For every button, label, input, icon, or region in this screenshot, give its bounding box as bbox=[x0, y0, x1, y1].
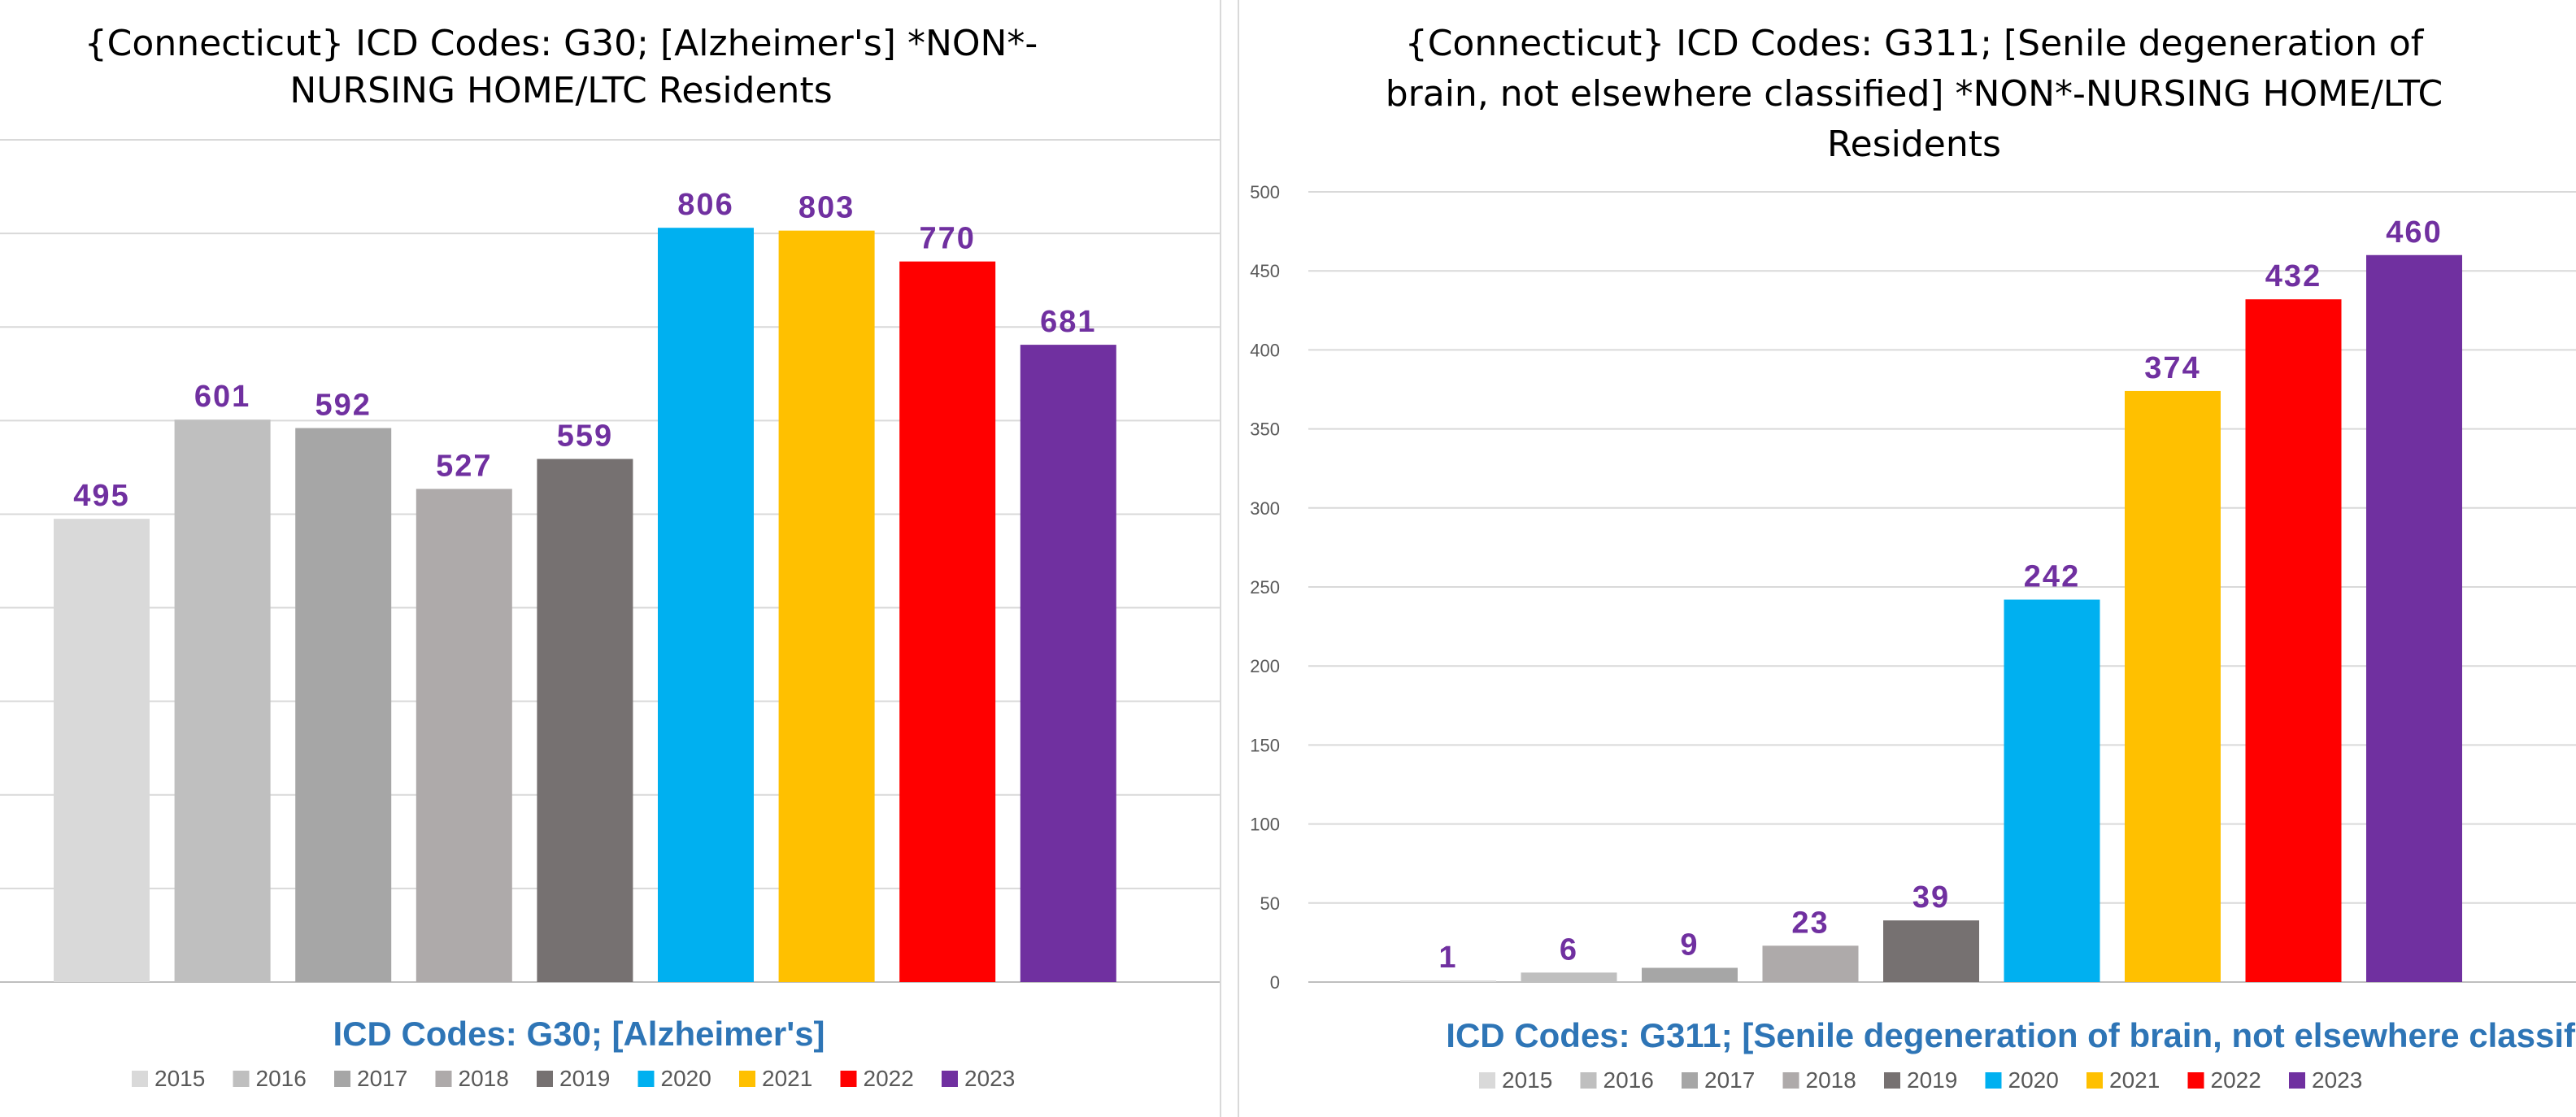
legend-swatch-2018 bbox=[1782, 1072, 1799, 1089]
legend-label-2022: 2022 bbox=[864, 1066, 914, 1091]
legend-label-2021: 2021 bbox=[762, 1066, 812, 1091]
bar-2023 bbox=[1020, 345, 1116, 982]
bar-2022 bbox=[2245, 299, 2342, 982]
legend-swatch-2019 bbox=[1884, 1072, 1900, 1089]
senile-degeneration-bar-chart: {Connecticut} ICD Codes: G311; [Senile d… bbox=[1250, 23, 2576, 1093]
legend-label-2020: 2020 bbox=[661, 1066, 711, 1091]
legend-label-2017: 2017 bbox=[357, 1066, 407, 1091]
legend-label-2016: 2016 bbox=[256, 1066, 307, 1091]
legend-label-2015: 2015 bbox=[154, 1066, 205, 1091]
legend-swatch-2015 bbox=[1479, 1072, 1495, 1089]
legend-label-2021: 2021 bbox=[2109, 1067, 2160, 1093]
legend-swatch-2021 bbox=[2086, 1072, 2103, 1089]
left-chart-panel: {Connecticut} ICD Codes: G30; [Alzheimer… bbox=[0, 0, 1221, 1117]
y-tick-label: 500 bbox=[1250, 182, 1280, 202]
x-axis-title: ICD Codes: G30; [Alzheimer's] bbox=[333, 1015, 825, 1053]
y-tick-label: 50 bbox=[1260, 893, 1280, 914]
legend-label-2016: 2016 bbox=[1603, 1067, 1654, 1093]
bar-2015 bbox=[1400, 980, 1496, 982]
legend-swatch-2016 bbox=[233, 1071, 250, 1087]
bar-2018 bbox=[416, 489, 512, 982]
alzheimers-bar-chart: {Connecticut} ICD Codes: G30; [Alzheimer… bbox=[0, 23, 1220, 1091]
y-tick-label: 300 bbox=[1250, 498, 1280, 519]
data-label-2019: 559 bbox=[557, 419, 613, 454]
panel-gap bbox=[1221, 0, 1238, 1117]
legend-swatch-2023 bbox=[942, 1071, 958, 1087]
chart-title-line: {Connecticut} ICD Codes: G30; [Alzheimer… bbox=[85, 23, 1038, 64]
bar-2022 bbox=[899, 261, 996, 983]
chart-title-line: {Connecticut} ICD Codes: G311; [Senile d… bbox=[1405, 23, 2425, 64]
data-label-2022: 770 bbox=[919, 222, 975, 256]
legend-swatch-2019 bbox=[537, 1071, 553, 1087]
legend-swatch-2016 bbox=[1580, 1072, 1597, 1089]
bar-2020 bbox=[658, 228, 754, 982]
legend-label-2018: 2018 bbox=[1806, 1067, 1856, 1093]
bar-2019 bbox=[537, 459, 633, 982]
y-tick-label: 250 bbox=[1250, 577, 1280, 598]
bar-2020 bbox=[2004, 599, 2100, 982]
legend-swatch-2018 bbox=[435, 1071, 452, 1087]
legend-label-2023: 2023 bbox=[964, 1066, 1015, 1091]
data-label-2015: 1 bbox=[1438, 941, 1457, 975]
legend-swatch-2020 bbox=[637, 1071, 655, 1087]
bar-2021 bbox=[778, 230, 875, 982]
bar-2017 bbox=[1642, 967, 1738, 982]
data-label-2016: 601 bbox=[194, 380, 250, 414]
legend-swatch-2022 bbox=[840, 1071, 857, 1087]
legend-swatch-2017 bbox=[1682, 1072, 1698, 1089]
chart-title-line: Residents bbox=[1827, 124, 2001, 165]
y-tick-label: 400 bbox=[1250, 340, 1280, 360]
legend-label-2022: 2022 bbox=[2211, 1067, 2261, 1093]
chart-title-line: NURSING HOME/LTC Residents bbox=[289, 70, 832, 111]
y-tick-label: 100 bbox=[1250, 815, 1280, 835]
data-label-2017: 9 bbox=[1680, 928, 1699, 963]
x-axis-title: ICD Codes: G311; [Senile degeneration of… bbox=[1446, 1016, 2576, 1054]
y-tick-label: 0 bbox=[1270, 972, 1280, 993]
bar-2017 bbox=[295, 428, 392, 982]
y-tick-label: 350 bbox=[1250, 419, 1280, 440]
data-label-2017: 592 bbox=[315, 389, 371, 423]
legend-label-2018: 2018 bbox=[459, 1066, 509, 1091]
legend-label-2015: 2015 bbox=[1502, 1067, 1552, 1093]
y-tick-label: 450 bbox=[1250, 261, 1280, 281]
legend-swatch-2017 bbox=[334, 1071, 350, 1087]
legend-swatch-2022 bbox=[2187, 1072, 2204, 1089]
y-tick-label: 150 bbox=[1250, 735, 1280, 755]
legend-label-2020: 2020 bbox=[2008, 1067, 2059, 1093]
data-label-2016: 6 bbox=[1560, 932, 1578, 967]
data-label-2022: 432 bbox=[2265, 259, 2321, 293]
bar-2023 bbox=[2366, 254, 2462, 982]
y-tick-label: 200 bbox=[1250, 656, 1280, 676]
chart-title-line: brain, not elsewhere classified] *NON*-N… bbox=[1386, 73, 2443, 115]
bar-2016 bbox=[1521, 972, 1617, 982]
bar-2016 bbox=[174, 419, 271, 982]
data-label-2023: 460 bbox=[2386, 215, 2442, 250]
legend-label-2019: 2019 bbox=[559, 1066, 610, 1091]
bar-2018 bbox=[1762, 945, 1859, 982]
legend-swatch-2021 bbox=[739, 1071, 755, 1087]
data-label-2021: 803 bbox=[798, 191, 855, 225]
data-label-2018: 23 bbox=[1791, 906, 1829, 940]
data-label-2023: 681 bbox=[1040, 305, 1096, 339]
legend-swatch-2015 bbox=[132, 1071, 148, 1087]
bar-2015 bbox=[54, 519, 150, 982]
data-label-2021: 374 bbox=[2144, 351, 2200, 385]
data-label-2015: 495 bbox=[73, 479, 129, 513]
legend-label-2023: 2023 bbox=[2312, 1067, 2362, 1093]
legend-swatch-2020 bbox=[1985, 1072, 2002, 1089]
data-label-2018: 527 bbox=[436, 449, 492, 483]
bar-2021 bbox=[2125, 390, 2221, 983]
legend-label-2019: 2019 bbox=[1907, 1067, 1957, 1093]
data-label-2020: 242 bbox=[2024, 560, 2080, 594]
legend-swatch-2023 bbox=[2289, 1072, 2305, 1089]
bar-2019 bbox=[1883, 920, 1979, 982]
legend-label-2017: 2017 bbox=[1704, 1067, 1755, 1093]
data-label-2019: 39 bbox=[1912, 880, 1950, 915]
data-label-2020: 806 bbox=[677, 188, 733, 222]
right-chart-panel: {Connecticut} ICD Codes: G311; [Senile d… bbox=[1238, 0, 2576, 1117]
